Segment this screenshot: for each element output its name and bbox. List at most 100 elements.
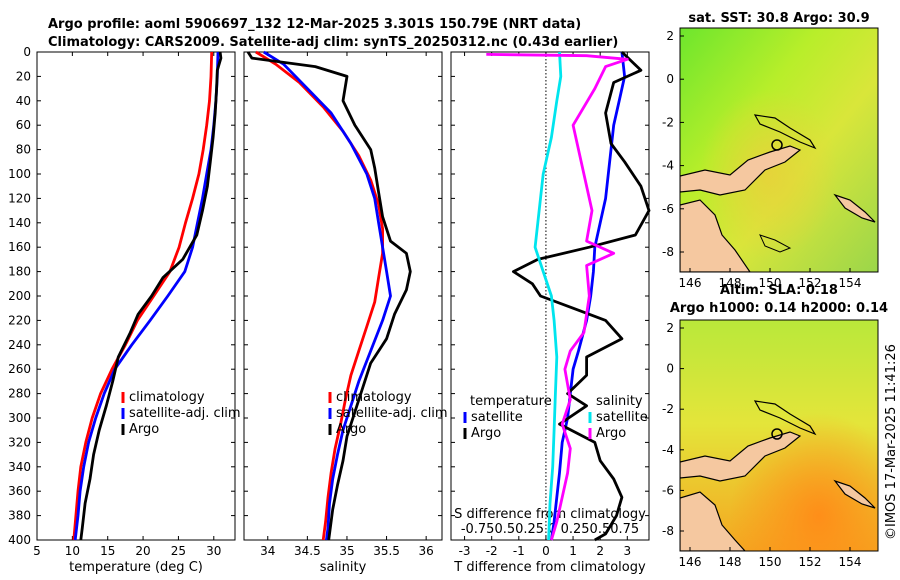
sla-y-axis: 2 0 -2 -4 -6 -8 bbox=[662, 321, 684, 538]
sla-x-tick-label: 152 bbox=[799, 555, 822, 569]
temperature-x-axis-label: temperature (deg C) bbox=[69, 560, 203, 575]
salinity-x-tick-label: 34 bbox=[260, 544, 275, 558]
sla-x-tick-label: 150 bbox=[759, 555, 782, 569]
difference-legend-t-entry: satellite bbox=[471, 410, 523, 425]
figure-title-line2: Climatology: CARS2009. Satellite-adj cli… bbox=[48, 35, 618, 50]
depth-tick-label: 400 bbox=[8, 533, 31, 547]
depth-tick-label: 220 bbox=[8, 313, 31, 327]
sst-land-newguinea bbox=[680, 199, 751, 272]
salinity-legend-entry: Argo bbox=[336, 422, 366, 437]
salinity-series-climatology bbox=[255, 50, 385, 541]
salinity-x-axis-label: salinity bbox=[320, 560, 367, 575]
sla-map-title-line2: Argo h1000: 0.14 h2000: 0.14 bbox=[670, 301, 888, 316]
temperature-x-tick-label: 15 bbox=[100, 544, 115, 558]
temperature-legend-entry: climatology bbox=[129, 390, 205, 405]
sst-map-panel: sat. SST: 30.8 Argo: 30.9 146 148 150 152 15… bbox=[662, 11, 879, 290]
difference-legend-s-entry: satellite bbox=[596, 410, 648, 425]
sst-y-tick-label: 2 bbox=[666, 29, 674, 43]
salinity-legend-entry: climatology bbox=[336, 390, 412, 405]
temperature-series-climatology bbox=[72, 51, 214, 541]
sst-map-title: sat. SST: 30.8 Argo: 30.9 bbox=[688, 11, 869, 26]
depth-tick-label: 100 bbox=[8, 167, 31, 181]
temperature-plot-frame bbox=[36, 51, 236, 541]
imos-watermark: ©IMOS 17-Mar-2025 11:41:26 bbox=[884, 344, 899, 540]
salinity-x-tick-label: 35 bbox=[339, 544, 354, 558]
sla-y-tick-label: -2 bbox=[662, 402, 674, 416]
sla-y-tick-label: 0 bbox=[666, 362, 674, 376]
sla-map-title-line1: Altim. SLA: 0.18 bbox=[720, 283, 838, 298]
sla-y-tick-label: -6 bbox=[662, 483, 674, 497]
difference-series-s-satellite bbox=[533, 51, 563, 541]
sla-y-tick-label: -4 bbox=[662, 443, 674, 457]
depth-tick-label: 320 bbox=[8, 435, 31, 449]
sst-y-tick-label: -6 bbox=[662, 202, 674, 216]
sla-map-frame bbox=[679, 319, 879, 552]
salinity-x-tick-label: 35.5 bbox=[373, 544, 400, 558]
temperature-profile-panel: 5 10 15 20 25 3002040608010012014016018020022… bbox=[8, 45, 241, 575]
salinity-x-tick-label: 34.5 bbox=[294, 544, 321, 558]
depth-tick-label: 280 bbox=[8, 387, 31, 401]
salinity-x-tick-label: 36 bbox=[419, 544, 434, 558]
sst-land-bougainville bbox=[833, 193, 876, 223]
depth-tick-label: 260 bbox=[8, 362, 31, 376]
depth-tick-label: 200 bbox=[8, 289, 31, 303]
depth-tick-label: 160 bbox=[8, 240, 31, 254]
difference-series-s-argo bbox=[486, 53, 629, 541]
sla-land-newbritain bbox=[680, 431, 802, 482]
depth-tick-label: 340 bbox=[8, 460, 31, 474]
sst-y-tick-label: -2 bbox=[662, 115, 674, 129]
salinity-profile-panel: 34 34.5 35 35.5 36 salinity climatologysatelli… bbox=[243, 50, 448, 575]
temperature-legend-entry: satellite-adj. clim bbox=[129, 406, 241, 421]
temperature-legend-entry: Argo bbox=[129, 422, 159, 437]
salinity-legend-entry: satellite-adj. clim bbox=[336, 406, 448, 421]
sst-y-tick-label: 0 bbox=[666, 72, 674, 86]
figure-title-line1: Argo profile: aoml 5906697_132 12-Mar-20… bbox=[48, 17, 581, 32]
difference-x-tick-label: -2 bbox=[486, 544, 498, 558]
difference-x-tick-label: -1 bbox=[513, 544, 525, 558]
temperature-x-tick-label: 5 bbox=[33, 544, 41, 558]
difference-legend-salinity-heading: salinity bbox=[596, 394, 643, 409]
sst-y-tick-label: -8 bbox=[662, 245, 674, 259]
depth-tick-label: 240 bbox=[8, 338, 31, 352]
sst-x-tick-label: 146 bbox=[679, 276, 702, 290]
sst-map-frame bbox=[679, 27, 879, 273]
difference-legend-temperature-heading: temperature bbox=[470, 394, 552, 409]
difference-x-tick-label: 3 bbox=[623, 544, 631, 558]
sla-y-tick-label: 2 bbox=[666, 321, 674, 335]
depth-tick-label: 0 bbox=[23, 45, 31, 59]
depth-tick-label: 120 bbox=[8, 191, 31, 205]
depth-tick-label: 360 bbox=[8, 484, 31, 498]
difference-legend-t-entry: Argo bbox=[471, 426, 501, 441]
sla-argo-location-marker bbox=[771, 428, 783, 440]
sla-y-tick-label: -8 bbox=[662, 524, 674, 538]
temperature-x-tick-label: 25 bbox=[171, 544, 186, 558]
depth-tick-label: 180 bbox=[8, 265, 31, 279]
temperature-series-argo bbox=[79, 51, 223, 541]
difference-profile-panel: -3 -2 -1 0 1 2 3T difference from climatologyS… bbox=[450, 50, 651, 575]
sla-land-bougainville bbox=[833, 479, 876, 509]
difference-x-tick-label: 1 bbox=[569, 544, 577, 558]
salinity-series-argo bbox=[246, 51, 412, 541]
temperature-x-tick-label: 20 bbox=[135, 544, 150, 558]
depth-tick-label: 60 bbox=[16, 118, 31, 132]
depth-tick-label: 140 bbox=[8, 216, 31, 230]
sla-x-tick-label: 154 bbox=[839, 555, 862, 569]
difference-x-tick-label: -3 bbox=[459, 544, 471, 558]
sst-x-tick-label: 152 bbox=[799, 276, 822, 290]
sst-argo-location-marker bbox=[771, 139, 783, 151]
sst-y-axis: 2 0 -2 -4 -6 -8 bbox=[662, 29, 684, 259]
sst-x-tick-label: 154 bbox=[839, 276, 862, 290]
depth-tick-label: 380 bbox=[8, 509, 31, 523]
sst-x-tick-label: 148 bbox=[719, 276, 742, 290]
sla-x-tick-label: 146 bbox=[679, 555, 702, 569]
difference-legend-s-entry: Argo bbox=[596, 426, 626, 441]
sla-x-tick-label: 148 bbox=[719, 555, 742, 569]
difference-series-t-argo bbox=[512, 50, 651, 542]
depth-tick-label: 80 bbox=[16, 143, 31, 157]
difference-x-tick-label: 0 bbox=[542, 544, 550, 558]
sla-land-newireland bbox=[753, 400, 817, 436]
sst-x-axis: 146 148 150 152 154 bbox=[679, 268, 862, 290]
sla-x-axis: 146 148 150 152 154 bbox=[679, 547, 862, 569]
depth-tick-label: 300 bbox=[8, 411, 31, 425]
